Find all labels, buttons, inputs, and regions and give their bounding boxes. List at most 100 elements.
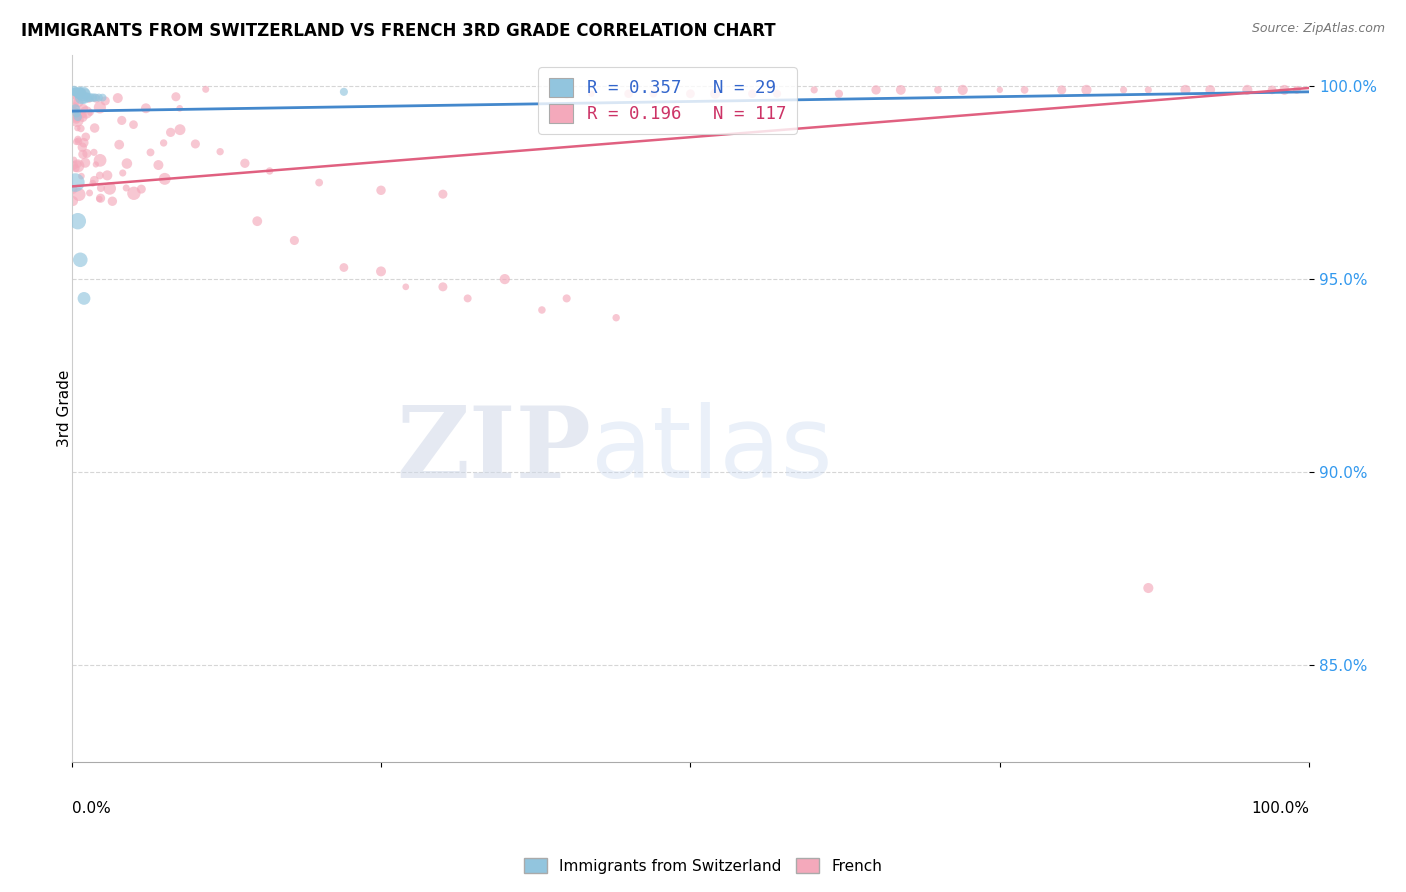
- Point: [65, 161, 87, 176]
- Point: [890, 83, 912, 97]
- Point: [66, 111, 89, 125]
- Point: [1112, 83, 1135, 97]
- Point: [83, 121, 105, 136]
- Point: [72, 140, 94, 154]
- Point: [308, 176, 330, 190]
- Point: [84, 91, 107, 105]
- Point: [65, 112, 87, 127]
- Point: [66, 87, 89, 101]
- Point: [165, 89, 187, 103]
- Point: [75, 129, 97, 144]
- Point: [72, 87, 94, 101]
- Point: [741, 87, 763, 101]
- Point: [83, 173, 105, 187]
- Point: [89, 153, 111, 168]
- Point: [73, 136, 96, 150]
- Point: [76, 90, 98, 104]
- Point: [66, 159, 89, 173]
- Point: [75, 87, 97, 101]
- Point: [84, 90, 107, 104]
- Point: [65, 85, 87, 99]
- Point: [73, 292, 96, 306]
- Point: [84, 157, 107, 171]
- Point: [90, 181, 112, 195]
- Point: [89, 100, 111, 114]
- Point: [75, 105, 97, 120]
- Point: [66, 110, 89, 124]
- Point: [65, 85, 87, 99]
- Point: [333, 260, 356, 275]
- Point: [75, 155, 97, 169]
- Point: [65, 176, 87, 190]
- Point: [70, 121, 93, 136]
- Point: [1076, 83, 1098, 97]
- Point: [432, 280, 454, 294]
- Point: [988, 83, 1011, 97]
- Point: [1137, 581, 1160, 595]
- Point: [704, 87, 727, 101]
- Point: [96, 169, 118, 183]
- Point: [94, 94, 117, 108]
- Point: [803, 83, 825, 97]
- Point: [66, 157, 89, 171]
- Legend: Immigrants from Switzerland, French: Immigrants from Switzerland, French: [517, 852, 889, 880]
- Point: [209, 145, 232, 159]
- Point: [115, 156, 138, 170]
- Point: [927, 83, 949, 97]
- Point: [555, 292, 578, 306]
- Point: [82, 176, 104, 190]
- Point: [233, 156, 256, 170]
- Point: [66, 121, 89, 136]
- Point: [91, 90, 114, 104]
- Y-axis label: 3rd Grade: 3rd Grade: [58, 370, 72, 447]
- Point: [148, 158, 170, 172]
- Text: 0.0%: 0.0%: [72, 801, 111, 815]
- Point: [73, 90, 96, 104]
- Point: [66, 113, 89, 128]
- Point: [72, 111, 94, 125]
- Point: [69, 252, 91, 267]
- Point: [67, 85, 90, 99]
- Point: [82, 90, 104, 104]
- Point: [65, 135, 87, 149]
- Point: [77, 92, 100, 106]
- Point: [62, 87, 84, 102]
- Point: [169, 122, 191, 136]
- Point: [65, 85, 87, 99]
- Point: [643, 87, 665, 101]
- Point: [89, 192, 111, 206]
- Point: [1236, 83, 1258, 97]
- Point: [79, 105, 101, 120]
- Point: [370, 264, 392, 278]
- Point: [79, 90, 101, 104]
- Point: [67, 95, 90, 110]
- Point: [89, 169, 111, 183]
- Point: [70, 86, 93, 100]
- Point: [63, 83, 86, 97]
- Point: [153, 172, 176, 186]
- Point: [1261, 83, 1284, 97]
- Point: [62, 105, 84, 120]
- Legend: R = 0.357   N = 29, R = 0.196   N = 117: R = 0.357 N = 29, R = 0.196 N = 117: [538, 68, 797, 134]
- Point: [581, 87, 603, 101]
- Point: [111, 166, 134, 180]
- Point: [79, 186, 101, 200]
- Point: [152, 136, 174, 150]
- Point: [101, 194, 124, 209]
- Point: [605, 310, 627, 325]
- Point: [63, 107, 86, 121]
- Point: [70, 85, 93, 99]
- Point: [1274, 83, 1296, 97]
- Point: [90, 191, 112, 205]
- Point: [766, 87, 789, 101]
- Text: Source: ZipAtlas.com: Source: ZipAtlas.com: [1251, 22, 1385, 36]
- Point: [70, 90, 93, 104]
- Point: [395, 280, 418, 294]
- Point: [159, 125, 181, 139]
- Point: [1014, 83, 1036, 97]
- Point: [63, 153, 86, 167]
- Point: [115, 181, 138, 195]
- Text: IMMIGRANTS FROM SWITZERLAND VS FRENCH 3RD GRADE CORRELATION CHART: IMMIGRANTS FROM SWITZERLAND VS FRENCH 3R…: [21, 22, 776, 40]
- Point: [62, 182, 84, 196]
- Point: [617, 87, 640, 101]
